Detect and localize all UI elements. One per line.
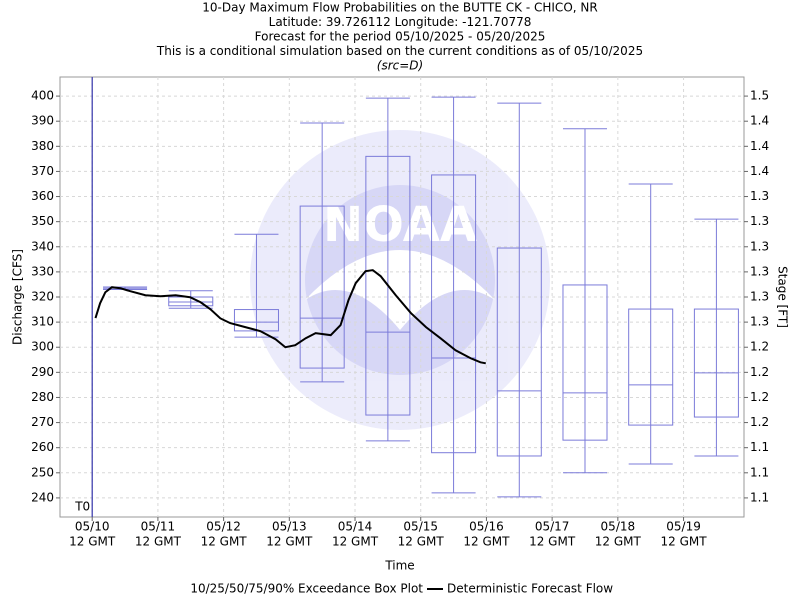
y2-axis-label: Stage [FT]	[776, 266, 790, 328]
x-tick-label: 05/13	[272, 520, 307, 534]
y-tick-label: 280	[31, 390, 54, 404]
y-tick-label: 320	[31, 290, 54, 304]
x-tick-sublabel: 12 GMT	[135, 535, 182, 549]
box	[693, 308, 739, 418]
box	[562, 284, 608, 441]
x-tick-sublabel: 12 GMT	[201, 535, 248, 549]
x-tick-sublabel: 12 GMT	[266, 535, 313, 549]
forecast-line	[94, 269, 486, 365]
watermark: NOAA	[250, 130, 550, 430]
source-note: (src=D)	[377, 59, 423, 73]
y2-tick-label: 1.2	[750, 365, 769, 379]
chart-title: Latitude: 39.726112 Longitude: -121.7077…	[269, 15, 532, 29]
y-axis-label: Discharge [CFS]	[11, 249, 25, 345]
x-tick-label: 05/14	[338, 520, 373, 534]
svg-text:NOAA: NOAA	[323, 197, 477, 253]
legend: 10/25/50/75/90% Exceedance Box Plot Dete…	[190, 582, 613, 596]
y-tick-label: 350	[31, 214, 54, 228]
y2-tick-label: 1.4	[750, 139, 769, 153]
y2-tick-label: 1.3	[750, 290, 769, 304]
y2-tick-label: 1.3	[750, 264, 769, 278]
y-tick-label: 360	[31, 189, 54, 203]
y-tick-label: 270	[31, 415, 54, 429]
y-tick-label: 250	[31, 465, 54, 479]
y-tick-label: 260	[31, 440, 54, 454]
x-tick-sublabel: 12 GMT	[69, 535, 116, 549]
y-tick-label: 330	[31, 264, 54, 278]
y-tick-label: 290	[31, 365, 54, 379]
y2-tick-label: 1.3	[750, 189, 769, 203]
x-tick-label: 05/12	[206, 520, 241, 534]
x-tick-sublabel: 12 GMT	[595, 535, 642, 549]
box	[431, 174, 477, 454]
y-tick-label: 340	[31, 239, 54, 253]
y2-tick-label: 1.5	[750, 89, 769, 103]
y-tick-label: 400	[31, 89, 54, 103]
x-tick-label: 05/10	[75, 520, 110, 534]
y2-tick-label: 1.2	[750, 415, 769, 429]
y2-tick-label: 1.1	[750, 490, 769, 504]
y2-tick-label: 1.3	[750, 315, 769, 329]
y-tick-label: 380	[31, 139, 54, 153]
y-tick-label: 390	[31, 114, 54, 128]
y2-tick-label: 1.3	[750, 214, 769, 228]
x-tick-sublabel: 12 GMT	[463, 535, 510, 549]
y-tick-label: 310	[31, 315, 54, 329]
y2-tick-label: 1.1	[750, 440, 769, 454]
box	[299, 205, 345, 369]
box	[365, 155, 411, 416]
x-tick-label: 05/11	[141, 520, 176, 534]
y2-tick-label: 1.4	[750, 164, 769, 178]
y2-tick-label: 1.1	[750, 465, 769, 479]
y2-tick-label: 1.2	[750, 390, 769, 404]
chart-title: 10-Day Maximum Flow Probabilities on the…	[202, 1, 597, 15]
x-tick-sublabel: 12 GMT	[332, 535, 379, 549]
y2-tick-label: 1.4	[750, 114, 769, 128]
box	[628, 308, 674, 426]
box	[496, 247, 542, 457]
t0-label: T0	[74, 500, 90, 514]
y2-tick-label: 1.2	[750, 340, 769, 354]
x-tick-label: 05/18	[601, 520, 636, 534]
chart-title: Forecast for the period 05/10/2025 - 05/…	[255, 30, 546, 44]
x-tick-sublabel: 12 GMT	[398, 535, 445, 549]
y-tick-label: 300	[31, 340, 54, 354]
x-tick-label: 05/16	[469, 520, 504, 534]
x-axis-label: Time	[384, 559, 414, 573]
x-tick-sublabel: 12 GMT	[529, 535, 576, 549]
x-tick-sublabel: 12 GMT	[661, 535, 708, 549]
chart-title: This is a conditional simulation based o…	[156, 44, 643, 58]
x-tick-label: 05/17	[535, 520, 570, 534]
y-tick-label: 370	[31, 164, 54, 178]
legend-label: 10/25/50/75/90% Exceedance Box Plot	[190, 582, 423, 596]
x-tick-label: 05/15	[403, 520, 438, 534]
x-tick-label: 05/19	[666, 520, 701, 534]
legend-label: Deterministic Forecast Flow	[447, 582, 613, 596]
y-tick-label: 240	[31, 490, 54, 504]
y2-tick-label: 1.3	[750, 239, 769, 253]
